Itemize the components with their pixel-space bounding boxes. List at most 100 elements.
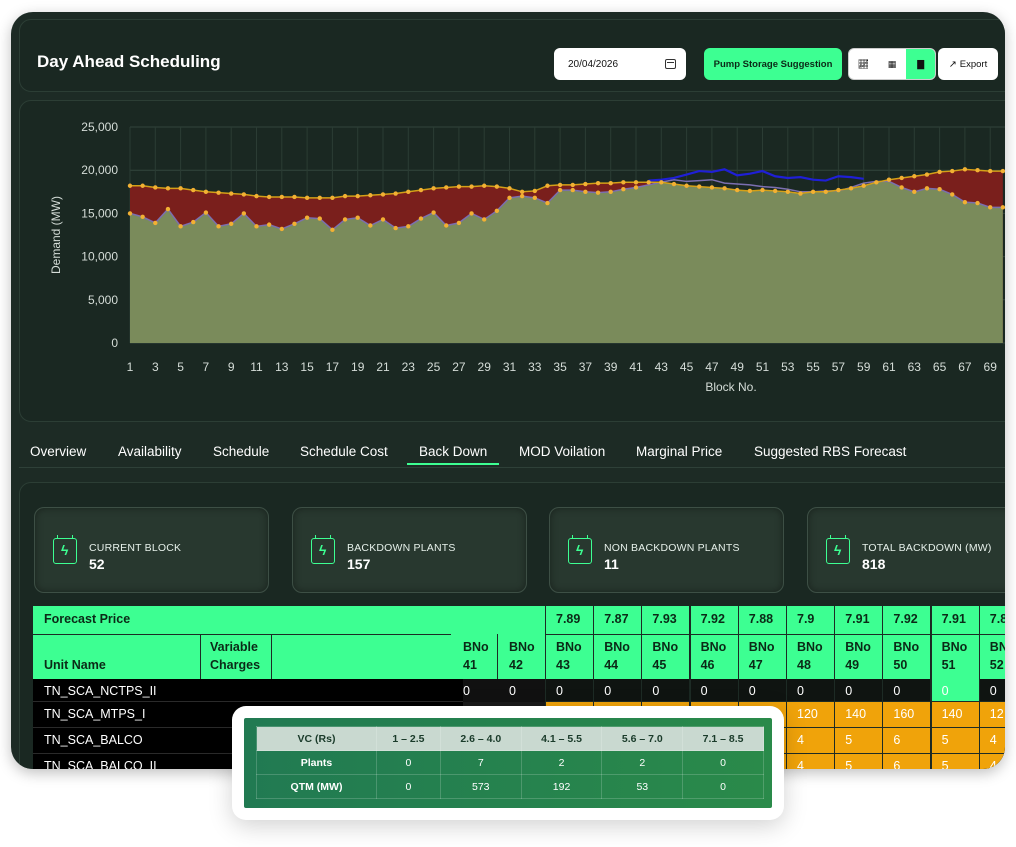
demand-point [355,193,360,199]
vc-summary-table: VC (Rs) 1 – 2.5 2.6 – 4.0 4.1 – 5.5 5.6 – 7.… [256,726,764,799]
vc-cell: 0 [376,774,441,799]
area-chart-icon[interactable]: 📈︎ [857,58,870,69]
export-button[interactable]: ↗ Export [938,48,998,80]
vc-cell: 5.6 – 7.0 [601,726,684,751]
demand-point [570,182,575,188]
demand-point [431,186,436,191]
tab-schedule-cost[interactable]: Schedule Cost [300,444,388,459]
demand-point [886,177,892,182]
scheduled-point [165,206,171,212]
bar-chart-icon[interactable]: ▇ [906,49,935,79]
x-tick-label: 19 [351,360,365,374]
scheduled-point [532,195,537,201]
scheduled-point [975,200,980,206]
scheduled-point [482,217,487,222]
x-tick-label: 55 [806,360,820,374]
x-tick-label: 33 [528,360,542,374]
tab-suggested-rbs-forecast[interactable]: Suggested RBS Forecast [754,444,907,459]
scheduled-point [1000,205,1005,210]
scheduled-point [279,226,284,232]
tab-bar: Overview Availability Schedule Schedule … [19,440,1005,468]
tab-back-down[interactable]: Back Down [407,444,500,465]
scheduled-line [129,178,1003,231]
scheduled-point [254,224,259,229]
scheduled-point [557,187,563,193]
scheduled-point [595,190,601,195]
scheduled-point [191,219,196,225]
tab-schedule[interactable]: Schedule [213,444,270,459]
vc-cell: 4.1 – 5.5 [520,726,603,751]
demand-point [519,189,525,194]
stat-label: NON BACKDOWN PLANTS [604,542,740,554]
scheduled-point [570,187,575,193]
demand-point [861,183,866,188]
tab-availability[interactable]: Availability [118,444,182,459]
scheduled-point [924,186,930,191]
tab-mod-violation[interactable]: MOD Voilation [519,444,606,459]
scheduled-point [406,224,411,229]
vc-cell: 0 [682,750,764,775]
demand-point [178,186,183,191]
scheduled-point [444,223,449,228]
demand-point [937,169,942,175]
tab-marginal-price[interactable]: Marginal Price [636,444,723,459]
demand-point [482,183,487,188]
pump-storage-suggestion-button[interactable]: Pump Storage Suggestion [704,48,842,80]
demand-point [140,183,145,188]
stat-label: TOTAL BACKDOWN (MW) [862,542,992,554]
demand-point [165,186,171,191]
demand-point [583,181,588,187]
share-icon: ↗ [948,58,957,70]
calendar-icon[interactable] [665,59,676,69]
date-picker[interactable]: 20/04/2026 [554,48,686,80]
demand-point [874,180,879,185]
demand-point [684,183,689,188]
tab-overview[interactable]: Overview [30,444,87,459]
demand-point [950,168,955,174]
x-tick-label: 5 [177,360,184,374]
scheduled-point [292,221,297,226]
scheduled-point [937,187,942,192]
vc-cell: 0 [682,774,764,799]
vc-cell: 573 [439,774,522,799]
demand-point [747,188,753,194]
demand-point [760,187,765,193]
y-axis-label: Demand (MW) [49,196,63,274]
vc-row-header: QTM (MW) [256,774,377,799]
demand-point [532,188,537,194]
scheduled-point [621,187,626,192]
demand-point [304,195,310,201]
scheduled-point [608,189,613,194]
scheduled-point [950,192,955,197]
x-tick-label: 63 [908,360,922,374]
y-tick-label: 0 [111,336,118,350]
x-tick-label: 29 [478,360,492,374]
demand-point [988,168,993,174]
x-tick-label: 47 [705,360,719,374]
table-icon[interactable]: ▦ [887,58,897,69]
scheduled-point [912,189,917,194]
scheduled-point [229,221,234,226]
scheduled-point [304,215,310,220]
demand-point [342,193,348,199]
x-tick-label: 67 [958,360,972,374]
x-tick-label: 11 [250,360,263,374]
scheduled-point [178,224,183,229]
stat-card-current-block: CURRENT BLOCK 52 [34,507,269,593]
date-value: 20/04/2026 [568,58,619,70]
scheduled-point [507,195,512,201]
demand-point [633,180,639,185]
x-tick-label: 15 [300,360,314,374]
scheduled-point [899,185,904,190]
scheduled-point [355,215,360,220]
vc-summary-panel: VC (Rs) 1 – 2.5 2.6 – 4.0 4.1 – 5.5 5.6 – 7.… [244,718,772,808]
scheduled-point [988,205,993,210]
demand-point [912,174,917,179]
page-title: Day Ahead Scheduling [37,52,221,71]
demand-point [292,194,297,200]
demand-point [229,191,234,196]
demand-point [380,192,386,197]
vc-row-qtm: QTM (MW) 0 573 192 53 0 [256,774,764,799]
stat-value: 11 [604,556,619,572]
vc-cell: 2 [601,750,684,775]
